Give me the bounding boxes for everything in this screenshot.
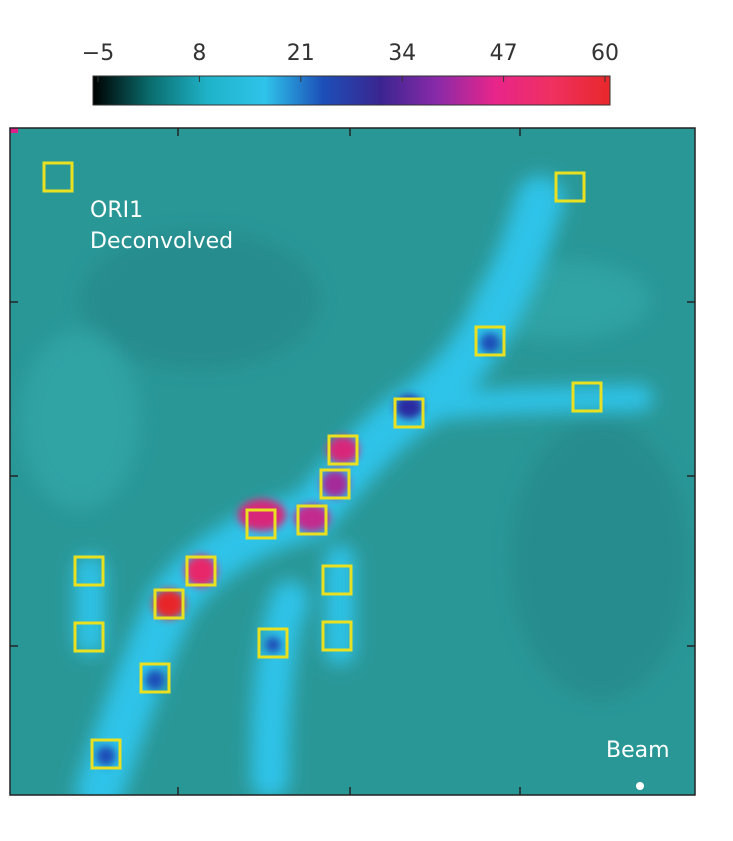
map-subtitle: Deconvolved <box>90 229 233 254</box>
figure: −5 8 21 34 47 60 <box>0 0 733 837</box>
colorbar-tick-label: 8 <box>192 41 206 66</box>
colorbar-gradient <box>93 76 610 105</box>
colorbar-tick-label: −5 <box>82 41 114 66</box>
colorbar-tick-label: 60 <box>591 41 619 66</box>
beam <box>636 782 644 790</box>
colorbar-tick-label: 47 <box>490 41 518 66</box>
beam-label: Beam <box>606 738 670 763</box>
colorbar-tick-label: 21 <box>287 41 315 66</box>
colorbar-tick-label: 34 <box>388 41 416 66</box>
map-title: ORI1 <box>90 198 143 223</box>
colorbar: −5 8 21 34 47 60 <box>82 41 619 105</box>
